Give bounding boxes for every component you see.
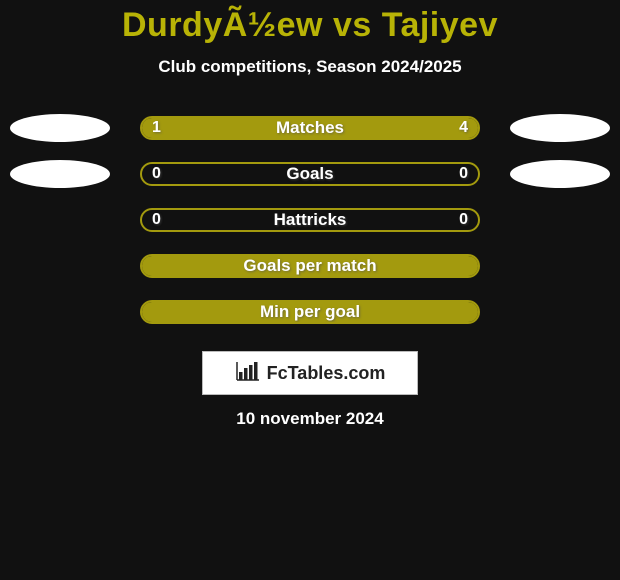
- stat-bar: Min per goal: [140, 300, 480, 324]
- stat-row: Goals0 0: [0, 151, 620, 197]
- stat-left-value: 0: [152, 165, 161, 183]
- stat-row: Matches14: [0, 105, 620, 151]
- stat-row: Goals per match: [0, 243, 620, 289]
- chart-container: DurdyÃ½ew vs Tajiyev Club competitions, …: [0, 0, 620, 580]
- rows-region: Matches14Goals00Hattricks00Goals per mat…: [0, 105, 620, 335]
- stat-right-value: 0: [459, 165, 468, 183]
- bar-left-fill: [142, 302, 478, 322]
- stat-right-value: 0: [459, 211, 468, 229]
- footer-logo: FcTables.com: [202, 351, 418, 395]
- footer-date: 10 november 2024: [0, 409, 620, 429]
- stat-bar: Matches14: [140, 116, 480, 140]
- stat-bar: Goals per match: [140, 254, 480, 278]
- bar-chart-icon: [235, 360, 261, 387]
- player-right-avatar: [510, 160, 610, 188]
- logo-text: FcTables.com: [267, 363, 386, 384]
- player-left-avatar: [10, 114, 110, 142]
- bar-right-fill: [209, 118, 478, 138]
- bar-left-fill: [142, 256, 478, 276]
- stat-bar: Goals0 0: [140, 162, 480, 186]
- stat-row: Hattricks0 0: [0, 197, 620, 243]
- stat-left-value: 0: [152, 211, 161, 229]
- stat-label: Hattricks: [142, 210, 478, 230]
- stat-label: Goals: [142, 164, 478, 184]
- stat-bar: Hattricks0 0: [140, 208, 480, 232]
- bar-left-fill: [142, 118, 209, 138]
- page-subtitle: Club competitions, Season 2024/2025: [0, 57, 620, 77]
- page-title: DurdyÃ½ew vs Tajiyev: [0, 6, 620, 45]
- player-right-avatar: [510, 114, 610, 142]
- player-left-avatar: [10, 160, 110, 188]
- stat-row: Min per goal: [0, 289, 620, 335]
